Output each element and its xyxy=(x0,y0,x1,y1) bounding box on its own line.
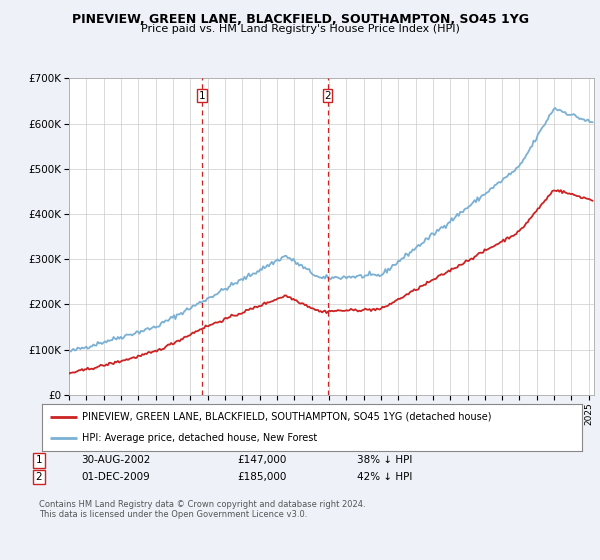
Text: 01-DEC-2009: 01-DEC-2009 xyxy=(81,472,150,482)
Text: 38% ↓ HPI: 38% ↓ HPI xyxy=(357,455,412,465)
Text: £147,000: £147,000 xyxy=(237,455,286,465)
Text: PINEVIEW, GREEN LANE, BLACKFIELD, SOUTHAMPTON, SO45 1YG: PINEVIEW, GREEN LANE, BLACKFIELD, SOUTHA… xyxy=(71,13,529,26)
Text: Contains HM Land Registry data © Crown copyright and database right 2024.: Contains HM Land Registry data © Crown c… xyxy=(39,500,365,508)
Text: Price paid vs. HM Land Registry's House Price Index (HPI): Price paid vs. HM Land Registry's House … xyxy=(140,24,460,34)
Text: 42% ↓ HPI: 42% ↓ HPI xyxy=(357,472,412,482)
Text: £185,000: £185,000 xyxy=(237,472,286,482)
Text: 1: 1 xyxy=(35,455,43,465)
Text: This data is licensed under the Open Government Licence v3.0.: This data is licensed under the Open Gov… xyxy=(39,510,307,519)
Text: PINEVIEW, GREEN LANE, BLACKFIELD, SOUTHAMPTON, SO45 1YG (detached house): PINEVIEW, GREEN LANE, BLACKFIELD, SOUTHA… xyxy=(83,412,492,422)
Text: 2: 2 xyxy=(324,91,331,101)
Text: HPI: Average price, detached house, New Forest: HPI: Average price, detached house, New … xyxy=(83,433,318,444)
Text: 1: 1 xyxy=(199,91,205,101)
Text: 2: 2 xyxy=(35,472,43,482)
Text: 30-AUG-2002: 30-AUG-2002 xyxy=(81,455,151,465)
